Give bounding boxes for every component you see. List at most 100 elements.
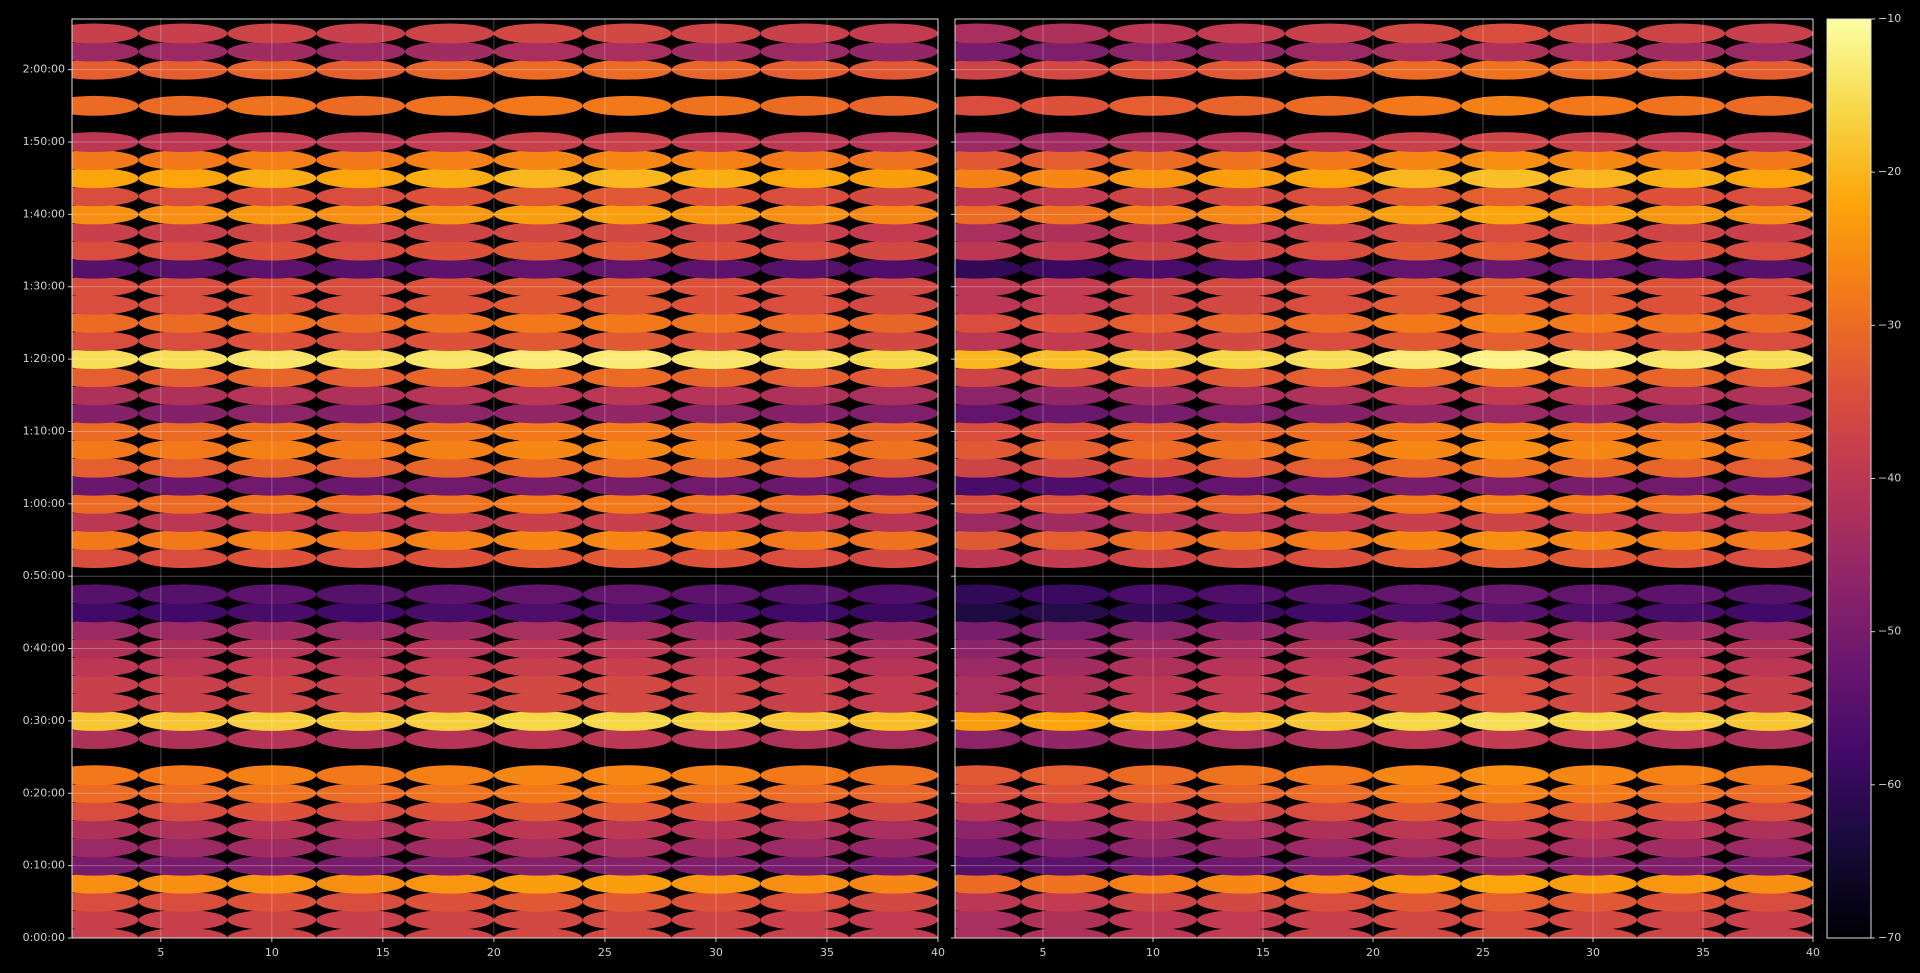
y-tick-label: 1:30:00 — [23, 280, 65, 293]
cell — [1373, 457, 1461, 478]
cell — [72, 584, 139, 605]
cell — [1285, 95, 1373, 116]
cell — [1285, 168, 1373, 189]
cell — [1109, 258, 1197, 279]
cell — [1197, 909, 1285, 930]
cell — [582, 928, 672, 938]
cell — [760, 385, 850, 406]
cell — [1285, 475, 1373, 496]
cell — [138, 240, 228, 261]
cell — [671, 475, 761, 496]
cell — [405, 548, 494, 569]
cell — [1549, 873, 1637, 894]
cell — [493, 548, 583, 569]
cell — [138, 873, 228, 894]
cell — [1373, 204, 1461, 225]
cell — [760, 132, 850, 152]
cell — [1021, 59, 1109, 80]
cell — [493, 240, 583, 261]
cell — [1549, 150, 1637, 171]
cell — [1109, 819, 1197, 840]
cell — [493, 367, 583, 388]
cell — [1197, 186, 1285, 207]
cell — [138, 439, 228, 460]
cell — [1549, 638, 1637, 659]
cell — [1637, 168, 1725, 189]
cell — [1109, 511, 1197, 532]
cell — [582, 855, 672, 876]
cell — [493, 928, 583, 938]
cell — [1725, 928, 1813, 938]
cell — [316, 511, 406, 532]
cell — [1637, 928, 1725, 938]
cell — [1725, 240, 1813, 261]
cell — [227, 421, 317, 442]
cell — [1725, 909, 1813, 930]
cell — [316, 312, 406, 333]
cell — [72, 891, 139, 912]
cell — [493, 204, 583, 225]
cell — [582, 692, 672, 713]
cell — [955, 620, 1021, 641]
cell — [1197, 222, 1285, 243]
cell — [72, 385, 139, 406]
cell — [1725, 204, 1813, 225]
cell — [1109, 349, 1197, 370]
cell — [582, 23, 672, 44]
cell — [1197, 276, 1285, 297]
cell — [1373, 385, 1461, 406]
cell — [849, 41, 938, 62]
cell — [1373, 475, 1461, 496]
cell — [582, 475, 672, 496]
cell — [1725, 891, 1813, 912]
cell — [955, 891, 1021, 912]
cell — [227, 511, 317, 532]
cell — [582, 530, 672, 550]
cell — [138, 729, 228, 749]
cell — [227, 909, 317, 930]
cell — [1373, 837, 1461, 858]
cell — [1109, 222, 1197, 243]
cell — [227, 656, 317, 677]
cell — [493, 457, 583, 478]
cell — [671, 584, 761, 605]
cell — [849, 421, 938, 442]
cell — [405, 23, 494, 44]
cell — [849, 837, 938, 858]
cell — [760, 584, 850, 605]
cell — [1109, 421, 1197, 442]
cell — [227, 493, 317, 514]
cell — [671, 602, 761, 623]
cell — [849, 584, 938, 605]
cell — [138, 928, 228, 938]
cell — [955, 240, 1021, 261]
cell — [1549, 493, 1637, 514]
cell — [138, 150, 228, 171]
cell — [72, 928, 139, 938]
cell — [1021, 421, 1109, 442]
cell — [955, 331, 1021, 351]
cell — [1637, 457, 1725, 478]
x-tick-label: 30 — [709, 946, 723, 959]
cell — [1021, 331, 1109, 351]
cell — [1021, 168, 1109, 189]
cell — [138, 602, 228, 623]
cell — [405, 294, 494, 315]
cell — [1285, 855, 1373, 876]
cell — [72, 403, 139, 424]
cell — [227, 403, 317, 424]
cell — [671, 204, 761, 225]
cell — [671, 674, 761, 695]
cell — [1021, 457, 1109, 478]
cell — [227, 186, 317, 207]
cell — [405, 891, 494, 912]
cell — [1197, 530, 1285, 550]
cell — [955, 367, 1021, 388]
cell — [671, 620, 761, 641]
x-tick-label: 10 — [1146, 946, 1160, 959]
cell — [1285, 656, 1373, 677]
cell — [493, 674, 583, 695]
cell — [1373, 638, 1461, 659]
cell — [227, 222, 317, 243]
cell — [582, 783, 672, 804]
